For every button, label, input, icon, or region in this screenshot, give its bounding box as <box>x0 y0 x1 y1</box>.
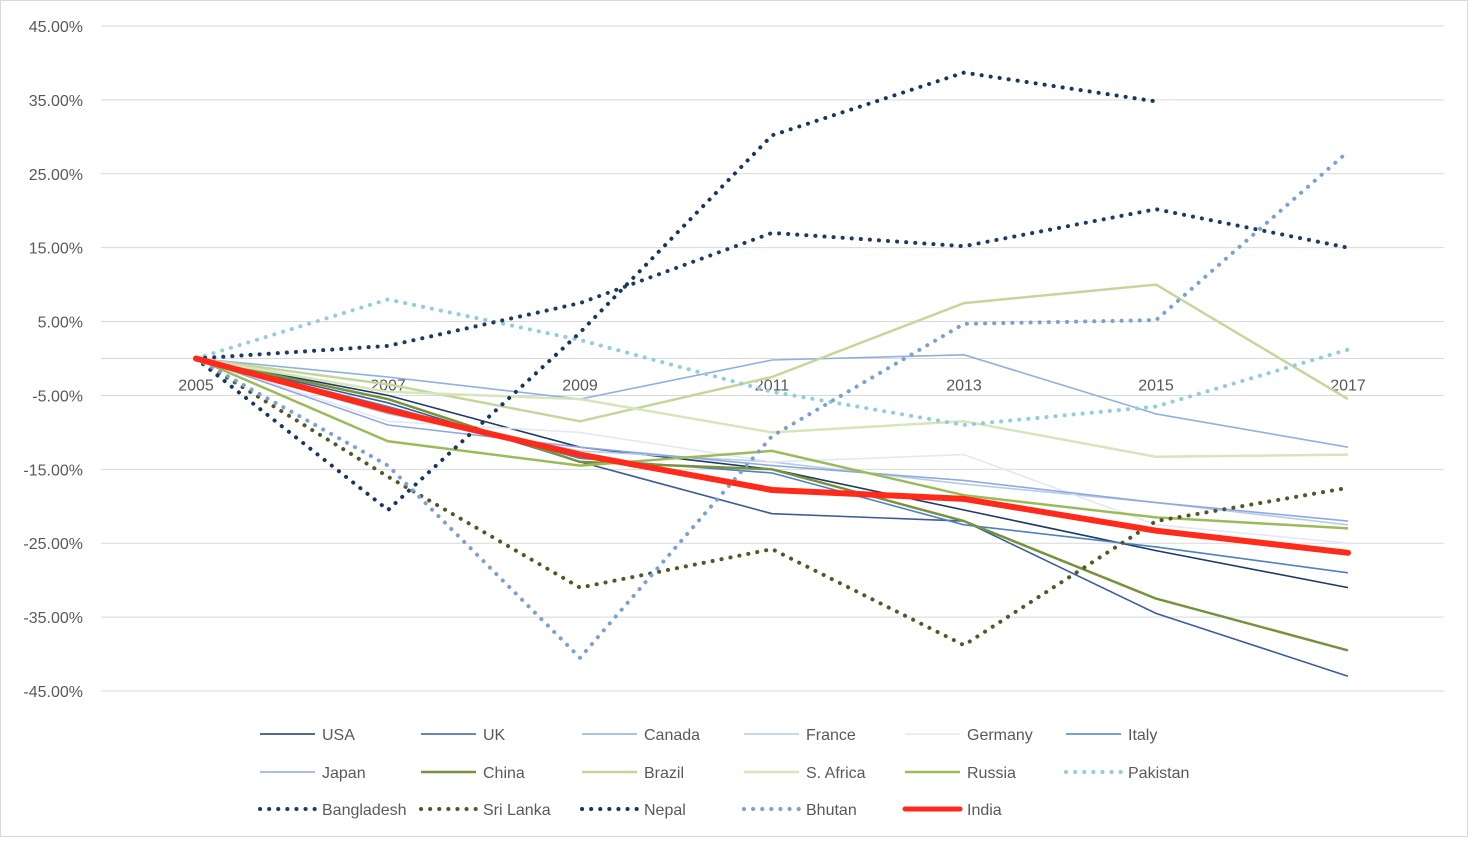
legend-label-germany: Germany <box>967 727 1033 744</box>
legend-label-pakistan: Pakistan <box>1128 765 1189 782</box>
y-tick-label: 35.00% <box>29 93 83 110</box>
series-line-bhutan <box>194 149 1350 660</box>
y-tick-label: 5.00% <box>38 315 83 332</box>
y-tick-label: 15.00% <box>29 241 83 258</box>
series-line-india <box>193 355 1351 556</box>
legend-label-russia: Russia <box>967 765 1016 782</box>
y-tick-label: -45.00% <box>23 684 83 701</box>
legend-label-uk: UK <box>483 727 506 744</box>
legend-label-india: India <box>967 802 1002 819</box>
y-tick-label: -5.00% <box>32 388 83 405</box>
series-line-nepal <box>194 70 1158 512</box>
y-tick-label: 45.00% <box>29 19 83 36</box>
series-line-china <box>195 357 1349 652</box>
y-tick-label: -15.00% <box>23 462 83 479</box>
series-line-bangladesh <box>194 207 1350 361</box>
x-tick-label: 2009 <box>562 378 598 395</box>
legend: USA UK Canada France Germany Italy Japan China B… <box>258 727 1189 819</box>
legend-label-china: China <box>483 765 525 782</box>
x-tick-label: 2015 <box>1138 378 1174 395</box>
y-axis-tick-labels: 45.00% 35.00% 25.00% 15.00% 5.00% -5.00% -15.0… <box>23 19 83 701</box>
series-line-brazil <box>195 283 1349 423</box>
series-line-italy <box>195 357 1349 574</box>
legend-label-s-africa: S. Africa <box>806 765 866 782</box>
series-line-pakistan <box>194 297 1350 427</box>
x-tick-label: 2013 <box>946 378 982 395</box>
legend-label-italy: Italy <box>1128 727 1157 744</box>
series-line-canada <box>195 353 1349 448</box>
legend-label-bangladesh: Bangladesh <box>322 802 407 819</box>
x-tick-label: 2017 <box>1330 378 1366 395</box>
series-line-japan <box>195 357 1349 522</box>
y-tick-label: 25.00% <box>29 167 83 184</box>
legend-label-bhutan: Bhutan <box>806 802 857 819</box>
y-tick-label: -25.00% <box>23 536 83 553</box>
legend-label-canada: Canada <box>644 727 700 744</box>
legend-label-sri-lanka: Sri Lanka <box>483 802 551 819</box>
x-tick-label: 2011 <box>755 378 790 395</box>
gridlines <box>101 25 1444 692</box>
legend-label-france: France <box>806 727 856 744</box>
x-tick-label: 2005 <box>178 378 214 395</box>
legend-label-usa: USA <box>322 727 355 744</box>
legend-label-brazil: Brazil <box>644 765 684 782</box>
series-line-s-africa <box>195 357 1349 459</box>
series-line-germany <box>195 357 1349 544</box>
series-lines <box>193 70 1351 677</box>
y-tick-label: -35.00% <box>23 610 83 627</box>
legend-label-nepal: Nepal <box>644 802 686 819</box>
legend-label-japan: Japan <box>322 765 366 782</box>
series-line-uk <box>195 357 1349 677</box>
series-line-russia <box>195 357 1349 530</box>
